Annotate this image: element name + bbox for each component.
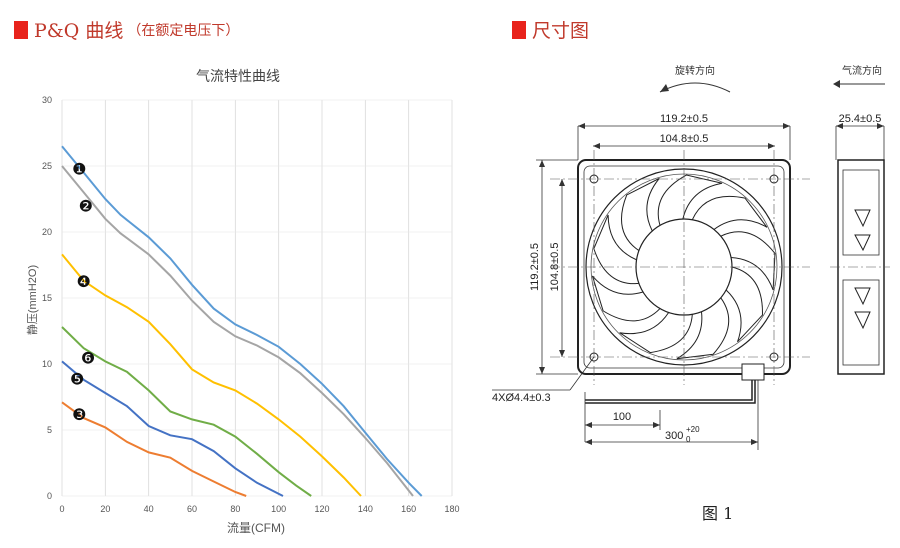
mounting-hole <box>589 352 599 362</box>
x-tick-label: 180 <box>444 504 459 514</box>
series-marker: ❶ <box>72 162 86 179</box>
x-tick-label: 20 <box>100 504 110 514</box>
y-tick-label: 5 <box>47 425 52 435</box>
airflow-direction-label: 气流方向 <box>842 64 882 77</box>
lead-partial-dim: 100 <box>613 411 631 423</box>
fan-blade <box>657 174 723 226</box>
series-line <box>61 145 423 497</box>
series-line <box>61 326 312 497</box>
rotation-arrow-icon <box>659 82 731 93</box>
mounting-hole <box>589 174 599 184</box>
pq-curve-subtitle: （在额定电压下） <box>127 22 240 39</box>
mounting-hole <box>769 352 779 362</box>
series-line <box>61 360 284 497</box>
thickness-dim: 25.4±0.5 <box>839 113 882 125</box>
hole-callout: 4XØ4.4±0.3 <box>492 392 551 404</box>
x-tick-label: 60 <box>187 504 197 514</box>
lead-tolerance-upper: +20 <box>686 425 700 434</box>
rotation-direction-label: 旋转方向 <box>675 64 715 77</box>
series-marker: ❸ <box>72 407 86 424</box>
fan-blade <box>691 195 768 230</box>
overall-height-dim: 119.2±0.5 <box>529 243 541 291</box>
fan-blade <box>720 231 776 291</box>
fan-blade <box>591 275 661 322</box>
series-line <box>61 253 362 497</box>
dimension-drawing: 旋转方向 气流方向 119.2±0.5 104.8±0.5 119.2±0.5 … <box>492 64 890 450</box>
lead-connector <box>741 363 765 381</box>
pq-curve-title: P&Q 曲线 <box>34 20 124 42</box>
fan-blade <box>621 177 660 251</box>
x-tick-label: 140 <box>358 504 373 514</box>
x-axis-label: 流量(CFM) <box>227 521 285 535</box>
pq-chart: 流量(CFM) 静压(mmH2O) 0 20 40 60 80 100 120 140 160 1… <box>25 95 460 535</box>
figure-label: 图 1 <box>702 504 734 523</box>
rotation-arrowhead-icon <box>660 84 669 92</box>
series-marker: ❻ <box>81 350 95 367</box>
mounting-hole <box>769 174 779 184</box>
y-tick-label: 20 <box>42 227 52 237</box>
x-tick-label: 0 <box>59 504 64 514</box>
lead-tolerance-lower: 0 <box>686 435 691 444</box>
fan-blade <box>676 297 730 360</box>
series-line <box>61 401 247 497</box>
red-square-icon <box>14 20 28 39</box>
series-marker: ❷ <box>79 199 93 216</box>
series-marker: ❹ <box>76 274 90 291</box>
airflow-arrowhead-icon <box>833 80 840 88</box>
hole-spacing-dim: 104.8±0.5 <box>660 133 709 145</box>
y-tick-label: 10 <box>42 359 52 369</box>
pq-curve-header: P&Q 曲线 （在额定电压下） <box>14 16 239 43</box>
series-line <box>61 165 414 497</box>
dimension-title: 尺寸图 <box>532 20 590 42</box>
x-tick-label: 40 <box>144 504 154 514</box>
y-tick-label: 25 <box>42 161 52 171</box>
y-tick-label: 30 <box>42 95 52 105</box>
dimension-header: 尺寸图 <box>512 16 589 43</box>
series-marker: ❺ <box>70 372 84 389</box>
chart-title: 气流特性曲线 <box>196 69 280 85</box>
red-square-icon <box>512 20 526 39</box>
y-tick-label: 0 <box>47 491 52 501</box>
x-tick-label: 100 <box>271 504 286 514</box>
y-axis-label: 静压(mmH2O) <box>25 265 39 335</box>
fan-blade <box>725 266 763 343</box>
x-tick-label: 80 <box>230 504 240 514</box>
overall-width-dim: 119.2±0.5 <box>660 113 708 125</box>
fan-blade <box>619 312 693 354</box>
x-tick-label: 160 <box>401 504 416 514</box>
lead-total-dim: 300 <box>665 430 683 442</box>
x-tick-label: 120 <box>314 504 329 514</box>
y-tick-label: 15 <box>42 293 52 303</box>
hole-spacing-v-dim: 104.8±0.5 <box>549 243 561 292</box>
